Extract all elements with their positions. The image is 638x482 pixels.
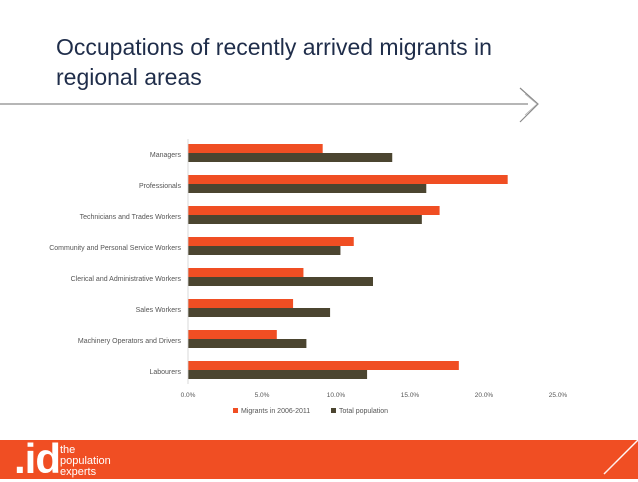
category-label: Machinery Operators and Drivers	[78, 338, 182, 345]
bar-migrants	[188, 237, 354, 246]
x-tick-label: 5.0%	[255, 392, 270, 399]
corner-chevron-icon	[603, 405, 638, 475]
category-label: Professionals	[139, 183, 182, 190]
legend-swatch-migrants	[233, 408, 238, 413]
bar-total-population	[188, 339, 307, 348]
bar-total-population	[188, 184, 427, 193]
category-label: Clerical and Administrative Workers	[71, 276, 182, 283]
logo-tagline-line: experts	[60, 466, 97, 478]
bar-total-population	[188, 153, 393, 162]
logo-tagline-line: the	[60, 444, 76, 456]
slide-title: Occupations of recently arrived migrants…	[56, 34, 492, 90]
x-tick-label: 20.0%	[475, 392, 494, 399]
bar-total-population	[188, 277, 373, 286]
legend: Migrants in 2006-2011 Total population	[233, 408, 388, 415]
bars	[188, 144, 508, 379]
category-label: Managers	[150, 152, 182, 159]
x-tick-label: 0.0%	[181, 392, 196, 399]
x-tick-labels: 0.0% 5.0% 10.0% 15.0% 20.0% 25.0%	[181, 392, 568, 399]
logo-tagline: the population experts	[60, 445, 111, 478]
bar-migrants	[188, 299, 294, 308]
bar-migrants	[188, 175, 508, 184]
bar-total-population	[188, 308, 331, 317]
bar-migrants	[188, 144, 323, 153]
chevron-right-inner-icon	[524, 93, 538, 116]
category-label: Labourers	[149, 369, 181, 376]
bar-migrants	[188, 268, 304, 277]
bar-migrants	[188, 330, 277, 339]
footer-bar	[0, 440, 638, 479]
logo-tagline-line: population	[60, 455, 111, 467]
logo-mark: .id	[14, 435, 61, 482]
bar-total-population	[188, 370, 368, 379]
category-labels: Managers Professionals Technicians and Tra…	[49, 152, 181, 376]
category-label: Sales Workers	[136, 307, 182, 314]
x-tick-label: 25.0%	[549, 392, 568, 399]
legend-swatch-total	[331, 408, 336, 413]
bar-total-population	[188, 246, 341, 255]
bar-migrants	[188, 361, 459, 370]
bar-total-population	[188, 215, 422, 224]
category-label: Community and Personal Service Workers	[49, 245, 181, 252]
chevron-right-icon	[519, 87, 539, 123]
x-tick-label: 15.0%	[401, 392, 420, 399]
legend-label: Migrants in 2006-2011	[241, 408, 310, 415]
category-label: Technicians and Trades Workers	[80, 214, 182, 221]
bar-migrants	[188, 206, 440, 215]
corner-chevron-icon	[615, 417, 638, 463]
x-tick-label: 10.0%	[327, 392, 346, 399]
legend-label: Total population	[339, 408, 388, 415]
